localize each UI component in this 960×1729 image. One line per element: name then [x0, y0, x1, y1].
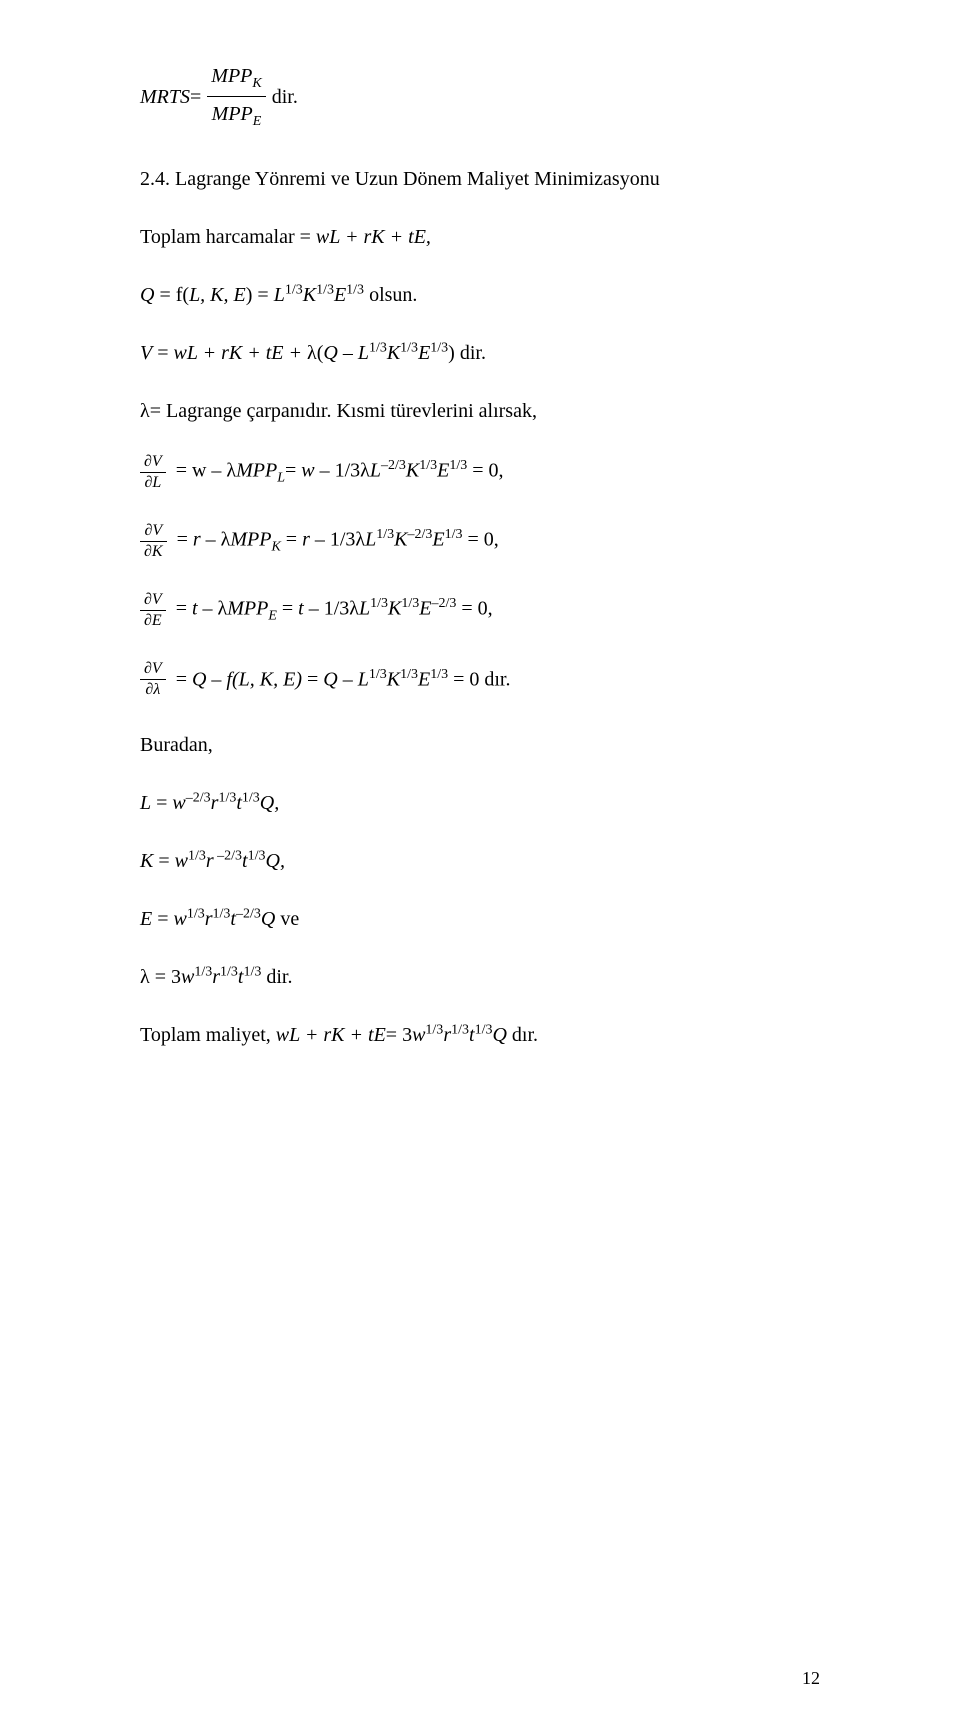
lambda-description: λ= Lagrange çarpanıdır. Kısmi türevlerin… [140, 395, 820, 427]
E-equation: E = w1/3r1/3t–2/3Q ve [140, 903, 820, 935]
heading-title: Lagrange Yönremi ve Uzun Dönem Maliyet M… [175, 168, 660, 190]
frac-dV-dlambda: ∂V ∂λ [140, 660, 166, 699]
frac-dV-dK: ∂V ∂K [140, 522, 167, 561]
partial-dV-dK: ∂V ∂K = r – λMPPK = r – 1/3λL1/3K–2/3E1/… [140, 522, 820, 561]
toplam-maliyet: Toplam maliyet, wL + rK + tE= 3w1/3r1/3t… [140, 1019, 820, 1051]
toplam-expr: wL + rK + tE, [316, 226, 431, 248]
mrts-equation: MRTS = MPPK MPPE dir. [140, 60, 820, 134]
q-definition: Q = f(L, K, E) = L1/3K1/3E1/3 olsun. [140, 279, 820, 311]
toplam-label: Toplam harcamalar = [140, 226, 316, 248]
partial-dV-dL: ∂V ∂L = w – λMPPL= w – 1/3λL–2/3K1/3E1/3… [140, 453, 820, 492]
heading-number: 2.4. [140, 168, 175, 190]
mrts-suffix: dir. [272, 81, 298, 113]
mrts-den: MPPE [207, 97, 265, 133]
section-heading: 2.4. Lagrange Yönremi ve Uzun Dönem Mali… [140, 168, 820, 191]
frac-dV-dL: ∂V ∂L [140, 453, 166, 492]
mrts-num: MPPK [207, 60, 265, 97]
mrts-equals: = [190, 81, 201, 113]
L-equation: L = w–2/3r1/3t1/3Q, [140, 787, 820, 819]
toplam-harcamalar: Toplam harcamalar = wL + rK + tE, [140, 221, 820, 253]
mrts-lhs: MRTS [140, 81, 190, 113]
page-number: 12 [802, 1668, 820, 1689]
v-definition: V = wL + rK + tE + λ(Q – L1/3K1/3E1/3) d… [140, 337, 820, 369]
mrts-fraction: MPPK MPPE [207, 60, 265, 134]
frac-dV-dE: ∂V ∂E [140, 591, 166, 630]
partial-dV-dE: ∂V ∂E = t – λMPPE = t – 1/3λL1/3K1/3E–2/… [140, 591, 820, 630]
buradan-label: Buradan, [140, 729, 820, 761]
K-equation: K = w1/3r –2/3t1/3Q, [140, 845, 820, 877]
lambda-equation: λ = 3w1/3r1/3t1/3 dir. [140, 961, 820, 993]
partial-dV-dlambda: ∂V ∂λ = Q – f(L, K, E) = Q – L1/3K1/3E1/… [140, 660, 820, 699]
